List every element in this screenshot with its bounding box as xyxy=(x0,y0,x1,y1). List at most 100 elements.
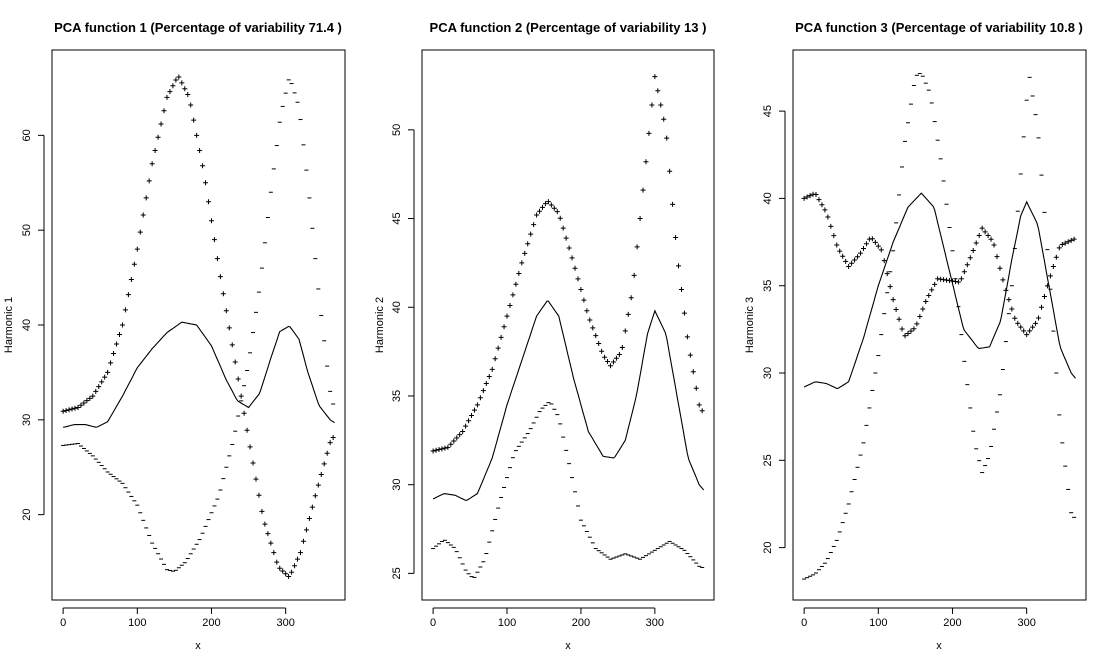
x-tick-label: 200 xyxy=(943,617,961,629)
plus-marker xyxy=(997,265,1003,271)
plus-marker xyxy=(327,440,333,446)
plus-marker xyxy=(1027,328,1033,334)
plus-marker xyxy=(923,299,929,305)
plus-marker xyxy=(114,341,120,347)
y-axis-label: Harmonic 2 xyxy=(374,297,386,353)
plus-marker xyxy=(289,569,295,575)
plus-marker xyxy=(955,279,961,285)
x-tick-label: 100 xyxy=(128,617,146,629)
plus-marker xyxy=(902,333,908,339)
plus-marker xyxy=(979,225,985,231)
x-tick-label: 0 xyxy=(801,617,807,629)
y-tick-label: 45 xyxy=(762,105,774,117)
plus-marker xyxy=(890,297,896,303)
plus-marker xyxy=(286,574,292,580)
plus-marker xyxy=(60,408,66,414)
plus-marker xyxy=(563,235,569,241)
plus-marker xyxy=(161,108,167,114)
panel-harmonic-2: PCA function 2 (Percentage of variabilit… xyxy=(374,20,715,652)
plus-marker xyxy=(548,202,554,208)
plus-marker xyxy=(1050,264,1056,270)
panel-harmonic-3: PCA function 3 (Percentage of variabilit… xyxy=(744,20,1087,652)
plus-marker xyxy=(542,201,548,207)
plus-marker xyxy=(306,515,312,521)
plus-marker xyxy=(125,292,131,298)
plus-marker xyxy=(1021,328,1027,334)
plus-marker xyxy=(498,334,504,340)
plus-marker xyxy=(560,225,566,231)
plus-marker xyxy=(280,568,286,574)
plus-marker xyxy=(994,254,1000,260)
plus-marker xyxy=(687,352,693,358)
plus-marker xyxy=(967,255,973,261)
y-tick-label: 35 xyxy=(762,280,774,292)
plus-marker xyxy=(926,292,932,298)
plus-marker xyxy=(572,265,578,271)
plus-marker xyxy=(492,356,498,362)
plus-marker xyxy=(206,199,212,205)
plus-marker xyxy=(238,393,244,399)
plus-marker xyxy=(102,374,108,380)
plus-marker xyxy=(973,240,979,246)
plus-marker xyxy=(460,428,466,434)
plus-marker xyxy=(247,444,253,450)
plus-marker xyxy=(1036,315,1042,321)
plus-marker xyxy=(534,212,540,218)
plus-marker xyxy=(887,284,893,290)
plus-marker xyxy=(684,334,690,340)
plus-marker xyxy=(670,201,676,207)
plus-marker xyxy=(905,330,911,336)
plus-marker xyxy=(439,446,445,452)
panel-title: PCA function 2 (Percentage of variabilit… xyxy=(430,20,707,35)
y-tick-label: 50 xyxy=(21,224,33,236)
plus-marker xyxy=(619,344,625,350)
plus-marker xyxy=(1018,324,1024,330)
plus-marker xyxy=(1000,277,1006,283)
plus-marker xyxy=(84,398,90,404)
plus-marker xyxy=(602,354,608,360)
plus-marker xyxy=(268,540,274,546)
plus-marker xyxy=(292,563,298,569)
plus-marker xyxy=(819,202,825,208)
x-tick-label: 0 xyxy=(430,617,436,629)
plus-marker xyxy=(194,132,200,138)
plus-marker xyxy=(917,313,923,319)
plus-marker xyxy=(507,302,513,308)
plus-marker xyxy=(911,326,917,332)
plus-marker xyxy=(253,476,259,482)
plus-marker xyxy=(640,187,646,193)
plus-marker xyxy=(584,308,590,314)
plus-marker xyxy=(155,134,161,140)
plus-marker xyxy=(637,216,643,222)
plus-marker xyxy=(1012,315,1018,321)
panel-title: PCA function 1 (Percentage of variabilit… xyxy=(54,20,342,35)
plus-marker xyxy=(1024,332,1030,338)
plus-marker xyxy=(241,410,247,416)
plus-marker xyxy=(312,493,318,499)
plus-marker xyxy=(81,400,87,406)
plus-marker xyxy=(430,448,436,454)
plus-marker xyxy=(211,237,217,243)
plus-marker xyxy=(134,246,140,252)
plus-marker xyxy=(531,222,537,228)
plus-marker xyxy=(661,116,667,122)
plus-marker xyxy=(486,373,492,379)
plus-marker xyxy=(652,74,658,80)
x-tick-label: 0 xyxy=(60,617,66,629)
plus-marker xyxy=(525,241,531,247)
plus-marker xyxy=(1056,245,1062,251)
y-tick-label: 40 xyxy=(21,319,33,331)
plus-marker xyxy=(801,195,807,201)
x-tick-label: 300 xyxy=(646,617,664,629)
plus-marker xyxy=(217,274,223,280)
plus-marker xyxy=(321,461,327,467)
plus-marker xyxy=(445,444,451,450)
plus-marker xyxy=(214,256,220,262)
y-tick-label: 25 xyxy=(762,454,774,466)
plus-marker xyxy=(516,271,522,277)
plus-marker xyxy=(1038,304,1044,310)
x-axis-label: x xyxy=(936,640,942,652)
y-tick-label: 60 xyxy=(21,129,33,141)
plus-marker xyxy=(884,271,890,277)
